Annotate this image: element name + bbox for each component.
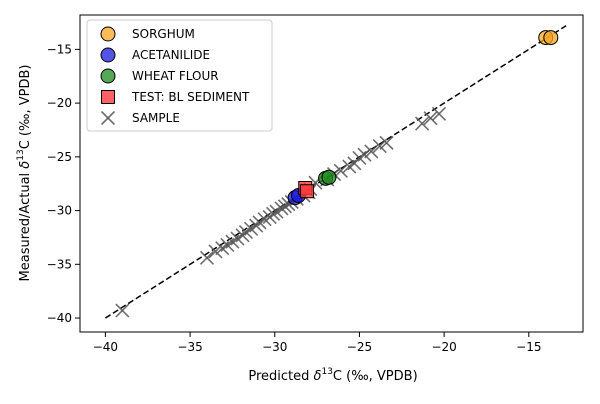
legend-label-sample: SAMPLE: [132, 111, 180, 125]
legend-marker-sample: [100, 110, 116, 126]
x-axis-label-delta: δ: [314, 369, 322, 384]
point-sample: [115, 303, 130, 318]
x-tick-label: −25: [347, 340, 372, 354]
point-sample: [274, 201, 289, 216]
x-axis-label: Predicted δ13C (‰, VPDB): [248, 367, 417, 384]
point-sample: [372, 139, 387, 154]
x-axis-label-main: Predicted: [248, 369, 313, 384]
legend-label-test-bl-sediment: TEST: BL SEDIMENT: [131, 90, 250, 104]
x-stroke: [423, 111, 438, 126]
point-sample: [431, 106, 447, 121]
point-sample: [266, 206, 281, 221]
y-tick-label: −30: [47, 204, 72, 218]
x-tick-label: −20: [431, 340, 456, 354]
y-axis-label: Measured/Actual δ13C (‰, VPDB): [16, 65, 33, 282]
x-stroke: [372, 139, 387, 154]
point-test-bl-sediment: [299, 184, 314, 199]
legend-label-acetanilide: ACETANILIDE: [132, 48, 210, 62]
point-sample: [364, 144, 379, 159]
x-stroke: [364, 144, 379, 159]
point-sample: [333, 163, 348, 178]
point-sample: [208, 244, 223, 259]
x-stroke: [257, 212, 272, 227]
x-tick-label: −35: [177, 340, 202, 354]
legend-marker-sorghum: [100, 26, 116, 42]
legend-marker-wheat-flour: [100, 68, 116, 84]
y-axis-label-main: Measured/Actual: [18, 169, 33, 282]
y-axis-label-tail: C (‰, VPDB): [18, 65, 33, 150]
y-tick-label: −25: [47, 150, 72, 164]
point-sorghum: [543, 30, 559, 46]
legend-label-wheat-flour: WHEAT FLOUR: [132, 69, 219, 83]
legend-label-sorghum: SORGHUM: [132, 27, 195, 41]
axes-frame: [79, 14, 584, 333]
x-axis-label-superscript: 13: [321, 367, 332, 377]
y-tick-label: −40: [47, 311, 72, 325]
x-stroke: [266, 206, 281, 221]
x-stroke: [199, 250, 215, 265]
point-sample: [379, 135, 394, 150]
x-tick-label: −40: [93, 340, 118, 354]
x-stroke: [115, 303, 130, 318]
x-stroke: [208, 244, 223, 259]
legend-marker-test-bl-sediment: [101, 90, 115, 104]
x-tick-label: −15: [516, 340, 541, 354]
x-stroke: [431, 106, 447, 121]
legend-marker-acetanilide: [100, 47, 116, 63]
x-stroke: [357, 147, 372, 162]
x-stroke: [100, 110, 116, 126]
y-axis-label-delta: δ: [18, 161, 33, 169]
x-axis-label-tail: C (‰, VPDB): [333, 369, 418, 384]
point-wheat-flour: [321, 169, 337, 185]
point-sample: [423, 111, 438, 126]
y-tick-label: −20: [47, 96, 72, 110]
point-sample: [415, 116, 430, 131]
legend: SORGHUM ACETANILIDE WHEAT FLOUR TEST: BL SE…: [86, 19, 273, 132]
y-axis-label-superscript: 13: [16, 149, 26, 160]
x-stroke: [274, 201, 289, 216]
x-tick-label: −30: [262, 340, 287, 354]
legend-box: [86, 19, 273, 132]
y-tick-label: −35: [47, 257, 72, 271]
point-sample: [357, 147, 372, 162]
y-tick-label: −15: [47, 42, 72, 56]
x-stroke: [415, 116, 430, 131]
point-sample: [199, 250, 215, 265]
point-sample: [257, 212, 272, 227]
x-stroke: [333, 163, 348, 178]
x-stroke: [379, 135, 394, 150]
